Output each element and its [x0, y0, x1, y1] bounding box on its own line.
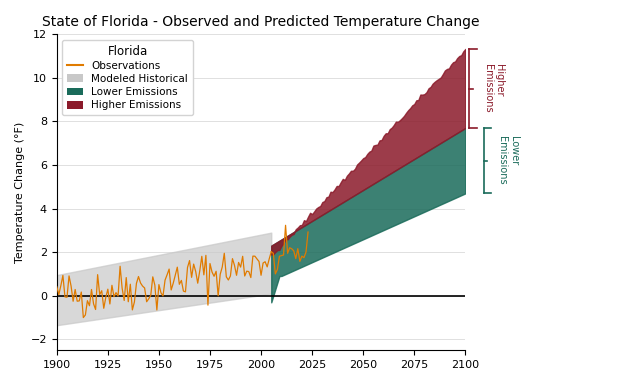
Title: State of Florida - Observed and Predicted Temperature Change: State of Florida - Observed and Predicte… [42, 15, 480, 29]
Y-axis label: Temperature Change (°F): Temperature Change (°F) [15, 122, 25, 263]
Legend: Observations, Modeled Historical, Lower Emissions, Higher Emissions: Observations, Modeled Historical, Lower … [62, 40, 193, 116]
Text: Higher
Emissions: Higher Emissions [483, 64, 505, 113]
Text: Lower
Emissions: Lower Emissions [497, 136, 519, 185]
